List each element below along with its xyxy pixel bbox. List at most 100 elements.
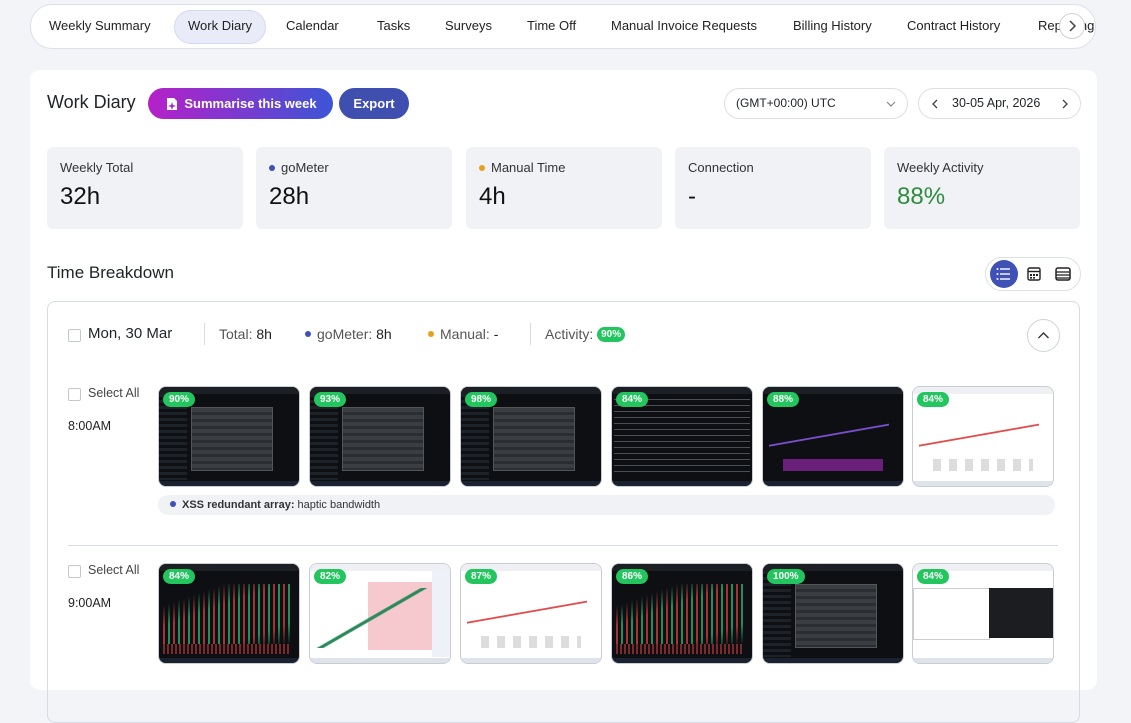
screen-topbar bbox=[763, 387, 903, 394]
select-all-checkbox[interactable] bbox=[68, 565, 81, 578]
tab-scroll-right[interactable] bbox=[1059, 13, 1085, 39]
screen-topbar bbox=[763, 564, 903, 571]
screenshot[interactable]: 84% bbox=[912, 386, 1054, 487]
screenshot[interactable]: 84% bbox=[912, 563, 1054, 664]
stat-label: Manual Time bbox=[479, 160, 565, 175]
tab[interactable]: Tasks bbox=[377, 18, 411, 33]
section-title: Time Breakdown bbox=[47, 263, 174, 282]
stat-label-text: goMeter bbox=[281, 160, 329, 175]
memo-dot bbox=[170, 501, 176, 508]
screen-panel bbox=[783, 459, 883, 471]
select-all-checkbox[interactable] bbox=[68, 388, 81, 401]
screen-topbar bbox=[159, 564, 299, 571]
slot-divider bbox=[68, 545, 1058, 546]
screenshot[interactable]: 84% bbox=[611, 386, 753, 487]
screenshot[interactable]: 87% bbox=[460, 563, 602, 664]
list-view-button[interactable] bbox=[990, 260, 1018, 288]
manual-dot bbox=[428, 331, 434, 338]
screen-table bbox=[614, 399, 750, 477]
tab[interactable]: Contract History bbox=[907, 18, 1001, 33]
screen-chart bbox=[467, 594, 587, 634]
stat-card: Manual Time 4h bbox=[466, 147, 662, 229]
tab[interactable]: Time Off bbox=[527, 18, 577, 33]
summarise-button[interactable]: Summarise this week bbox=[148, 88, 333, 119]
table-view-button[interactable] bbox=[1049, 260, 1077, 288]
tab[interactable]: Surveys bbox=[445, 18, 492, 33]
screen-dialog bbox=[795, 584, 877, 648]
activity-badge: 90% bbox=[163, 392, 196, 407]
stat-label-text: Connection bbox=[688, 160, 754, 175]
tab[interactable]: Billing History bbox=[793, 18, 872, 33]
screen-topbar bbox=[612, 387, 752, 394]
screen-sidebar bbox=[159, 394, 187, 480]
tab[interactable]: Weekly Summary bbox=[49, 18, 151, 33]
tab[interactable]: Calendar bbox=[286, 18, 339, 33]
activity-badge: 90% bbox=[597, 326, 626, 342]
screen-taskbar bbox=[159, 658, 299, 663]
screenshot[interactable]: 82% bbox=[309, 563, 451, 664]
tab[interactable]: Manual Invoice Requests bbox=[611, 18, 757, 33]
stat-label: Weekly Activity bbox=[897, 160, 983, 175]
total-label: Total: bbox=[219, 326, 253, 342]
next-week[interactable] bbox=[1059, 98, 1071, 110]
timezone-select[interactable]: (GMT+00:00) UTC bbox=[724, 88, 908, 119]
screen-line bbox=[314, 588, 430, 648]
screen-taskbar bbox=[612, 481, 752, 486]
stat-label: Weekly Total bbox=[60, 160, 133, 175]
stat-value: 4h bbox=[479, 183, 506, 210]
screen-left bbox=[913, 588, 990, 640]
activity-label: Activity: bbox=[545, 326, 594, 342]
export-button[interactable]: Export bbox=[339, 88, 409, 119]
screenshot[interactable]: 100% bbox=[762, 563, 904, 664]
screen-volume bbox=[163, 644, 291, 654]
prev-week[interactable] bbox=[929, 98, 941, 110]
activity-badge: 84% bbox=[163, 569, 196, 584]
memo-text: haptic bandwidth bbox=[297, 499, 381, 511]
screen-dialog bbox=[342, 407, 424, 471]
divider bbox=[204, 323, 205, 345]
screenshot[interactable]: 93% bbox=[309, 386, 451, 487]
screen-chart bbox=[919, 417, 1039, 457]
day-checkbox[interactable] bbox=[68, 329, 81, 342]
screenshot[interactable]: 90% bbox=[158, 386, 300, 487]
screenshot[interactable]: 84% bbox=[158, 563, 300, 664]
summarise-label: Summarise this week bbox=[184, 96, 317, 111]
date-picker: 30-05 Apr, 2026 bbox=[918, 88, 1081, 119]
screen-topbar bbox=[612, 564, 752, 571]
stat-label-text: Weekly Total bbox=[60, 160, 134, 175]
stat-card: Weekly Total 32h bbox=[47, 147, 243, 229]
screen-topbar bbox=[461, 387, 601, 394]
calendar-icon bbox=[1027, 267, 1041, 281]
collapse-button[interactable] bbox=[1027, 319, 1060, 352]
calendar-view-button[interactable] bbox=[1020, 260, 1048, 288]
manual-value: - bbox=[493, 326, 499, 342]
activity-badge: 98% bbox=[465, 392, 498, 407]
screen-taskbar bbox=[612, 658, 752, 663]
screenshot[interactable]: 98% bbox=[460, 386, 602, 487]
screen-sidebar bbox=[461, 394, 489, 480]
stat-label-text: Weekly Activity bbox=[897, 160, 984, 175]
tab[interactable]: Work Diary bbox=[174, 10, 267, 44]
day-total: Total: 8h bbox=[219, 326, 272, 342]
memo-title: XSS redundant array: bbox=[182, 499, 295, 511]
screenshot[interactable]: 86% bbox=[611, 563, 753, 664]
screen-taskbar bbox=[763, 481, 903, 486]
slot-time: 9:00AM bbox=[68, 596, 112, 610]
screen-topbar bbox=[310, 564, 450, 571]
activity-badge: 84% bbox=[917, 392, 950, 407]
gometer-value: 8h bbox=[376, 326, 392, 342]
select-all-label: Select All bbox=[88, 563, 140, 577]
screenshot[interactable]: 88% bbox=[762, 386, 904, 487]
stat-label: Connection bbox=[688, 160, 754, 175]
activity-badge: 84% bbox=[616, 392, 649, 407]
stat-card: Weekly Activity 88% bbox=[884, 147, 1080, 229]
list-icon bbox=[996, 268, 1010, 280]
memo-bar: XSS redundant array: haptic bandwidth bbox=[158, 495, 1055, 515]
day-date: Mon, 30 Mar bbox=[88, 325, 173, 342]
screen-panel bbox=[933, 459, 1033, 471]
screen-topbar bbox=[461, 564, 601, 571]
dropdown-icon bbox=[886, 101, 896, 107]
manual-label: Manual: bbox=[440, 326, 490, 342]
stat-value: 32h bbox=[60, 183, 101, 210]
screen-taskbar bbox=[159, 481, 299, 486]
